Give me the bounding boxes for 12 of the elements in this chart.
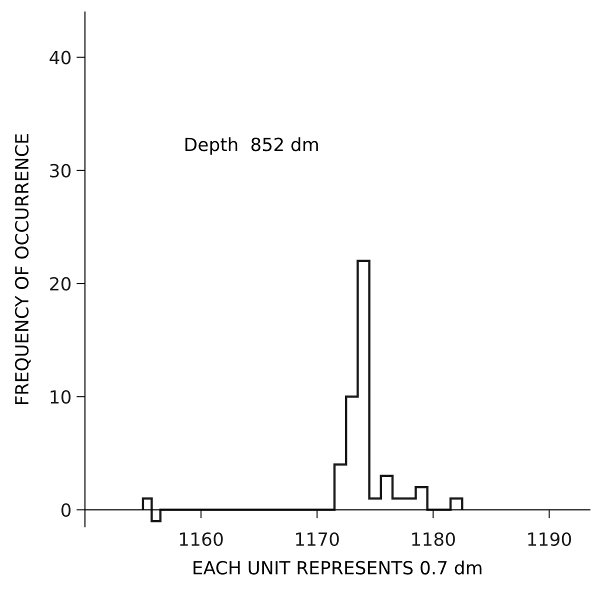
x-axis-title: EACH UNIT REPRESENTS 0.7 dm [194, 560, 482, 575]
y-axis-title: FREQUENCY OF OCCURRENCE [14, 134, 31, 404]
x-tick-label: 1160 [180, 532, 223, 546]
x-tick-label: 1170 [296, 532, 339, 546]
annotation: Depth 852 dm [185, 137, 318, 155]
x-tick-label: 1180 [412, 532, 455, 546]
y-tick-label: 30 [50, 164, 71, 178]
x-tick-label: 1190 [528, 532, 571, 546]
y-tick-label: 40 [50, 50, 71, 64]
y-tick-label: 20 [50, 276, 71, 291]
y-tick-label: 0 [61, 503, 71, 517]
y-tick-label: 10 [50, 390, 71, 404]
